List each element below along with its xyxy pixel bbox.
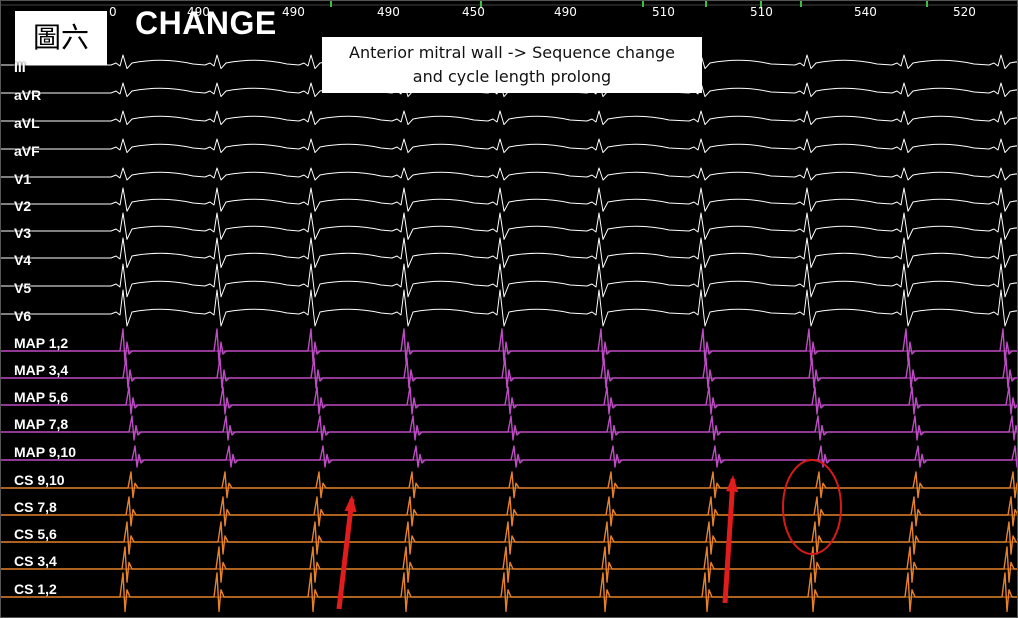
- ecg-lead-trace: [1, 289, 1017, 327]
- cycle-length-label: 490: [282, 5, 305, 19]
- channel-label-v3: V3: [14, 225, 32, 241]
- map-electrogram: [1, 415, 1017, 441]
- cycle-length-label: 490: [554, 5, 577, 19]
- ecg-lead-trace: [1, 212, 1017, 240]
- cycle-length-label: 450: [462, 5, 485, 19]
- cs-electrogram: [1, 572, 1017, 613]
- channel-label-map-9-10: MAP 9,10: [14, 444, 76, 460]
- channel-label-cs-3-4: CS 3,4: [14, 553, 57, 569]
- ecg-lead-trace: [1, 237, 1017, 269]
- figure-tag: 圖六: [15, 11, 107, 65]
- channel-label-map-5-6: MAP 5,6: [14, 389, 69, 405]
- red-arrow: [722, 478, 736, 604]
- cycle-length-label: 510: [652, 5, 675, 19]
- cycle-length-label: 490: [377, 5, 400, 19]
- annotation-line-1: Anterior mitral wall -> Sequence change: [349, 43, 675, 62]
- channel-label-map-3-4: MAP 3,4: [14, 362, 69, 378]
- channel-label-avf: aVF: [14, 143, 40, 159]
- cs-electrogram: [1, 546, 1017, 583]
- channel-label-v1: V1: [14, 171, 32, 187]
- channel-label-v5: V5: [14, 280, 32, 296]
- red-arrow-head: [726, 475, 739, 492]
- channel-label-iii: III: [14, 59, 26, 75]
- cs-electrogram: [1, 496, 1017, 527]
- channel-label-cs-7-8: CS 7,8: [14, 499, 57, 515]
- annotation-line-2: and cycle length prolong: [412, 67, 612, 86]
- red-arrow-head: [344, 495, 357, 513]
- red-arrow: [336, 498, 355, 610]
- ecg-lead-trace: [1, 263, 1017, 298]
- ecg-lead-trace: [1, 110, 1017, 126]
- map-electrogram: [1, 445, 1017, 468]
- channel-label-v6: V6: [14, 308, 32, 324]
- channel-label-v4: V4: [14, 252, 32, 268]
- channel-label-map-7-8: MAP 7,8: [14, 416, 69, 432]
- cs-electrogram: [1, 471, 1017, 499]
- highlight-circle: [782, 459, 842, 555]
- map-electrogram: [1, 357, 1017, 389]
- map-electrogram: [1, 328, 1017, 363]
- channel-label-cs-5-6: CS 5,6: [14, 526, 57, 542]
- channel-label-map-1-2: MAP 1,2: [14, 335, 69, 351]
- channel-label-cs-9-10: CS 9,10: [14, 472, 65, 488]
- map-electrogram: [1, 386, 1017, 415]
- ecg-lead-trace: [1, 167, 1017, 181]
- channel-label-v2: V2: [14, 198, 32, 214]
- cycle-length-label: 510: [750, 5, 773, 19]
- cycle-length-label: 0: [109, 5, 117, 19]
- ecg-lead-trace: [1, 187, 1017, 212]
- channel-label-cs-1-2: CS 1,2: [14, 581, 57, 597]
- channel-label-avl: aVL: [14, 115, 40, 131]
- cs-electrogram: [1, 521, 1017, 555]
- annotation-box: Anterior mitral wall -> Sequence change …: [322, 37, 702, 93]
- channel-label-avr: aVR: [14, 87, 42, 103]
- mode-title: CHANGE: [135, 5, 277, 41]
- cycle-length-label: 540: [854, 5, 877, 19]
- cycle-length-label: 520: [953, 5, 976, 19]
- cycle-length-label: 490: [187, 5, 210, 19]
- ecg-lead-trace: [1, 138, 1017, 154]
